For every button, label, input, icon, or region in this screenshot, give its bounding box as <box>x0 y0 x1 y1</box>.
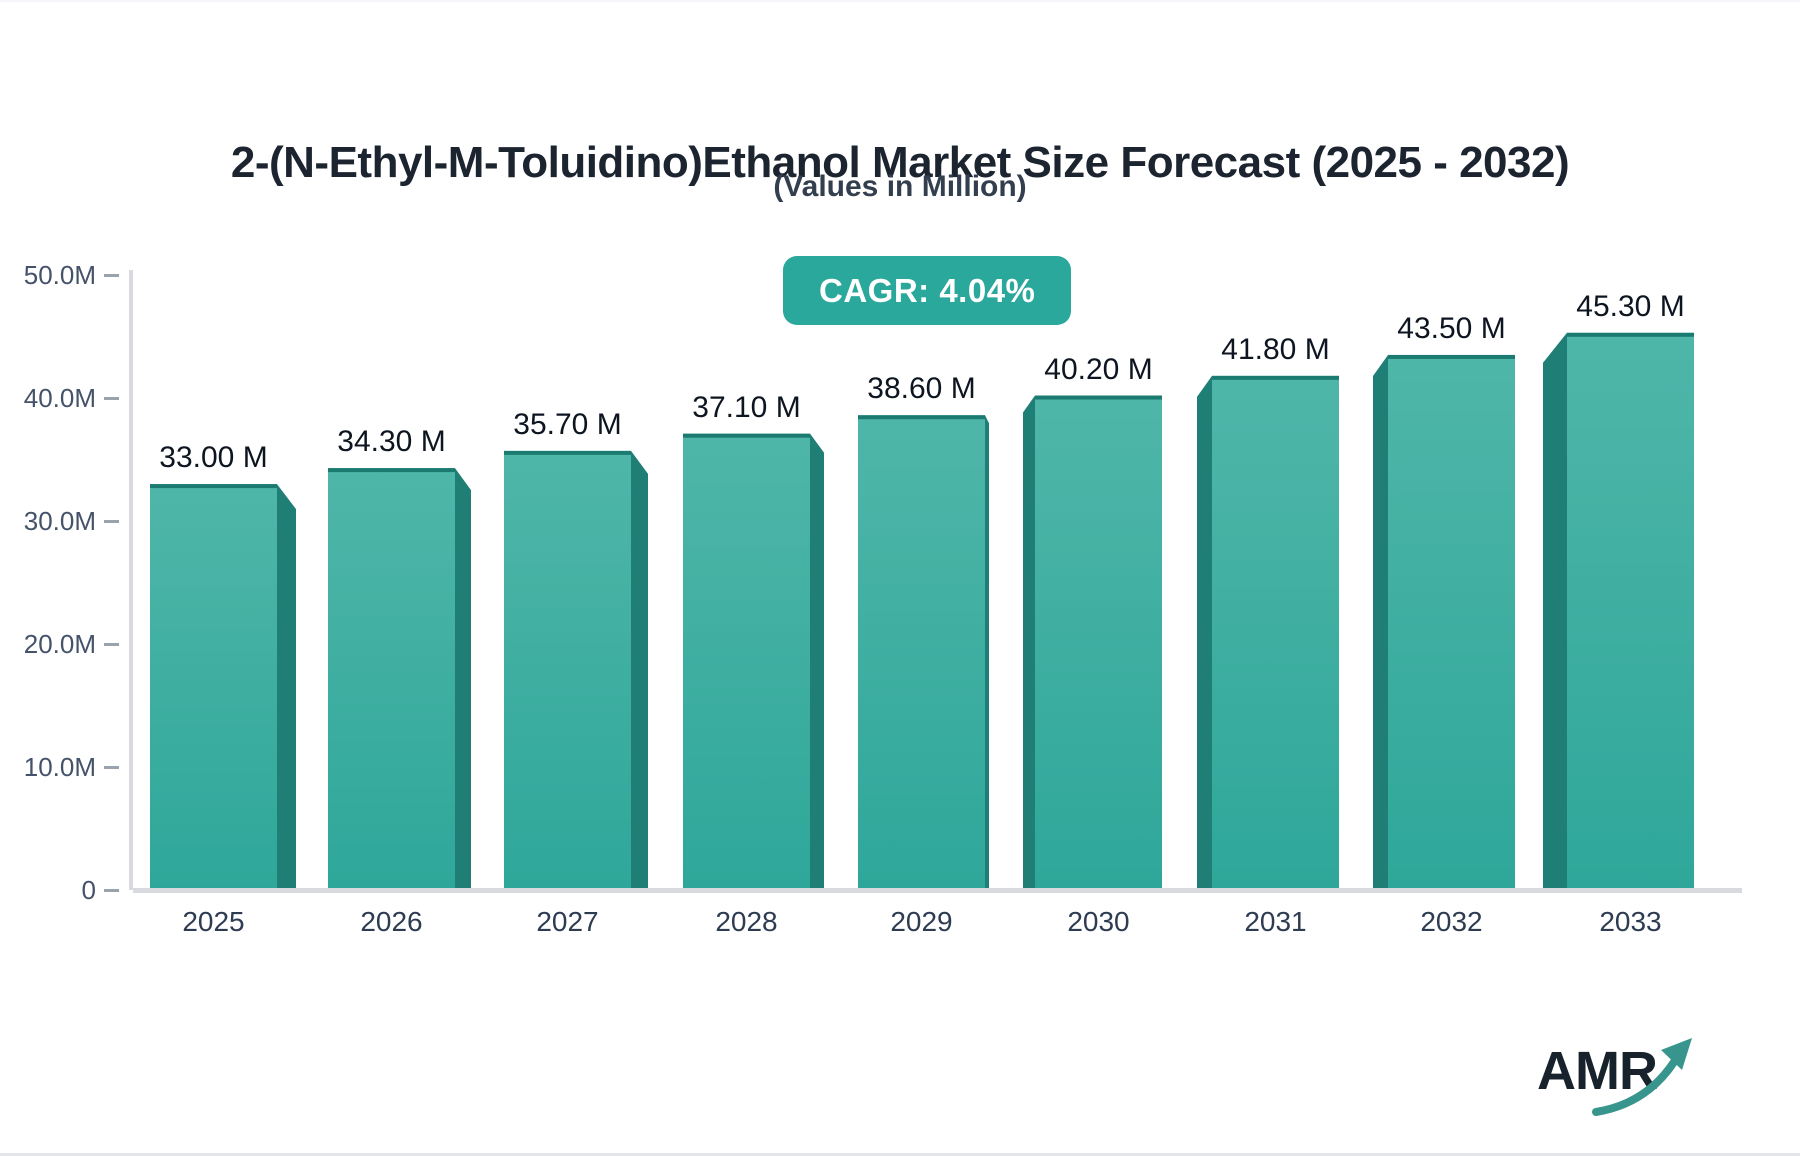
bar-2032 <box>1373 354 1515 890</box>
bar-2030 <box>1023 395 1162 890</box>
bar-side-face <box>277 484 296 890</box>
bar-top-edge <box>683 433 810 438</box>
amr-logo-text: AMR <box>1537 1041 1658 1101</box>
bar-front-face <box>150 484 277 890</box>
y-axis-label: 30.0M <box>23 506 96 536</box>
bar-2025 <box>150 484 296 890</box>
bar-side-face <box>1023 395 1035 890</box>
x-axis-label: 2032 <box>1420 906 1483 937</box>
bar-2027 <box>504 450 648 890</box>
bar-top-edge <box>504 450 631 455</box>
bar-top-edge <box>1212 375 1339 380</box>
bar-value-label: 45.30 M <box>1576 289 1685 323</box>
y-axis-label: 0 <box>81 875 96 905</box>
bar-value-label: 43.50 M <box>1397 311 1506 345</box>
y-axis-label: 20.0M <box>23 629 96 659</box>
page-title: 2-(N-Ethyl-M-Toluidino)Ethanol Market Si… <box>230 138 1570 188</box>
cagr-badge-label: CAGR: 4.04% <box>819 271 1036 309</box>
y-axis-tick <box>104 274 119 277</box>
x-axis-label: 2031 <box>1244 906 1307 937</box>
bar-2029 <box>858 415 989 890</box>
growth-arrow-icon <box>1592 1038 1692 1116</box>
x-axis-label: 2026 <box>360 906 423 937</box>
bar-front-face <box>328 468 455 890</box>
page-subtitle: (Values in Million) <box>773 170 1027 203</box>
bar-value-label: 34.30 M <box>337 425 446 459</box>
bar-front-face <box>1388 354 1515 890</box>
x-axis-label: 2033 <box>1599 906 1662 937</box>
bar-value-label: 33.00 M <box>159 441 268 475</box>
cagr-badge: CAGR: 4.04% <box>783 256 1072 325</box>
bar-side-face <box>1373 354 1388 890</box>
bar-side-face <box>631 450 648 890</box>
bar-side-face <box>455 468 471 890</box>
y-axis-label: 40.0M <box>23 383 96 413</box>
bar-side-face <box>1543 332 1567 890</box>
bar-value-label: 37.10 M <box>692 390 801 424</box>
x-axis-label: 2027 <box>536 906 599 937</box>
bar-2031 <box>1197 375 1339 890</box>
amr-logo: AMR <box>1530 1032 1730 1128</box>
bar-top-edge <box>150 484 277 489</box>
x-axis-label: 2029 <box>890 906 953 937</box>
bar-top-edge <box>858 415 985 420</box>
bar-side-face <box>985 415 989 890</box>
y-axis-tick <box>104 643 119 646</box>
bar-2033 <box>1543 332 1694 890</box>
x-axis-label: 2028 <box>715 906 778 937</box>
bar-front-face <box>858 415 985 890</box>
bar-top-edge <box>1388 354 1515 359</box>
bar-top-edge <box>1035 395 1162 400</box>
y-axis-tick <box>104 889 119 892</box>
y-axis-tick <box>104 766 119 769</box>
y-axis-tick <box>104 397 119 400</box>
y-axis-line <box>129 270 133 890</box>
bar-front-face <box>1035 395 1162 890</box>
bar-front-face <box>683 433 810 890</box>
bar-value-label: 40.20 M <box>1044 352 1153 386</box>
bar-value-label: 41.80 M <box>1221 332 1330 366</box>
bar-front-face <box>1212 375 1339 890</box>
x-axis-line <box>133 888 1742 893</box>
bar-2026 <box>328 468 471 890</box>
x-axis-label: 2030 <box>1067 906 1130 937</box>
bar-value-label: 38.60 M <box>867 372 976 406</box>
bar-top-edge <box>1567 332 1694 337</box>
x-axis-label: 2025 <box>182 906 245 937</box>
y-axis-tick <box>104 520 119 523</box>
bar-side-face <box>1197 375 1212 890</box>
bar-top-edge <box>328 468 455 473</box>
bar-side-face <box>810 433 824 890</box>
bar-2028 <box>683 433 824 890</box>
y-axis-label: 10.0M <box>23 752 96 782</box>
y-axis-label: 50.0M <box>23 260 96 290</box>
bar-front-face <box>1567 332 1694 890</box>
bar-value-label: 35.70 M <box>513 407 622 441</box>
bar-front-face <box>504 450 631 890</box>
